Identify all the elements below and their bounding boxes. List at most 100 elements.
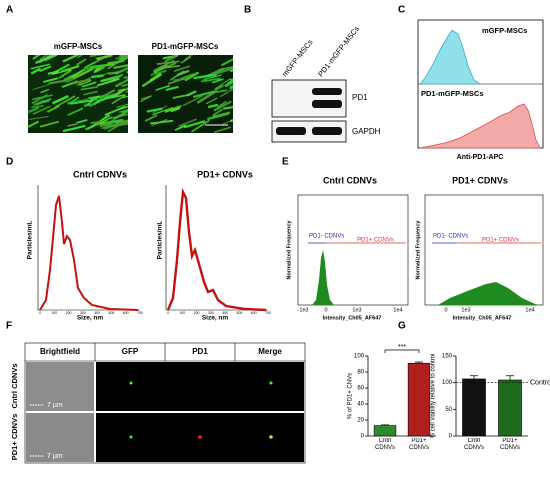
axis-label: Anti-PD1-APC — [457, 154, 504, 161]
cell — [70, 99, 94, 105]
category-label: PD1+ CDNVs — [409, 438, 429, 451]
cell — [44, 55, 59, 62]
cell — [108, 71, 119, 75]
panel-letter: D — [6, 157, 13, 168]
brightfield-image — [26, 413, 94, 462]
cell — [229, 85, 233, 89]
intensity-histogram — [312, 250, 334, 305]
size-distribution — [166, 187, 267, 312]
cell — [67, 96, 80, 105]
cell — [229, 119, 233, 123]
x-tick-label: 200 — [66, 311, 72, 315]
cell — [164, 55, 177, 63]
cell — [66, 99, 81, 104]
axis-label: Size, nm — [77, 315, 104, 322]
x-tick-label: Cntrl CDNVs — [463, 438, 484, 451]
cell — [47, 105, 60, 113]
vesicle — [269, 435, 273, 439]
scale-label: 7 µm — [47, 402, 63, 409]
significance-label: *** — [398, 344, 406, 351]
cell — [112, 88, 125, 99]
cell — [152, 106, 174, 116]
cell — [213, 66, 233, 75]
cell — [61, 67, 72, 73]
axis-label: % of PD1+ CNVs — [348, 373, 354, 419]
x-tick-label: 1e3 — [461, 307, 470, 313]
cell — [157, 64, 181, 70]
significance-bracket — [384, 349, 420, 353]
cell — [116, 103, 128, 108]
y-tick-label: 40 — [357, 402, 364, 408]
x-tick-label: 0 — [444, 307, 447, 313]
y-tick-label: 150 — [442, 354, 453, 360]
cell — [52, 95, 69, 105]
cell — [186, 90, 197, 97]
cell — [89, 55, 103, 58]
cell — [221, 58, 233, 67]
panel-letter: E — [282, 157, 289, 168]
cell — [39, 55, 48, 60]
cell — [40, 88, 50, 93]
gate-label: PD1- CDNVs — [433, 234, 468, 240]
cell — [99, 118, 124, 126]
cell — [47, 70, 60, 75]
x-tick-label: 500 — [237, 311, 243, 315]
cell — [173, 65, 191, 72]
cell — [84, 61, 95, 69]
cell — [90, 95, 100, 101]
cell — [215, 89, 228, 93]
y-tick-label: 20 — [357, 418, 364, 424]
cell — [83, 90, 98, 96]
plot-frame — [297, 194, 409, 306]
x-tick-label: PD1+ CDNVs — [499, 438, 520, 451]
cell — [93, 56, 105, 64]
cell — [62, 125, 86, 132]
cell — [76, 119, 88, 124]
cell — [174, 124, 187, 131]
error-bar — [470, 375, 478, 379]
cell — [63, 75, 74, 81]
cell — [170, 107, 181, 113]
brightfield-image — [26, 362, 94, 411]
plot-title: Cntrl CDNVs — [73, 169, 127, 179]
category-label: PD1+ CDNVs — [499, 438, 520, 451]
cell — [121, 109, 128, 114]
cell — [178, 118, 198, 127]
bar — [498, 379, 522, 437]
cell — [214, 78, 231, 90]
category-label: Cntrl CDNVs — [463, 438, 484, 451]
x-tick-label: 700 — [265, 311, 271, 315]
cell — [33, 99, 45, 106]
cell — [184, 55, 194, 61]
cell — [35, 55, 58, 64]
cell — [217, 101, 227, 108]
row-label: PD1 — [352, 93, 368, 102]
cell — [31, 94, 53, 101]
band — [276, 127, 306, 135]
cell — [58, 69, 72, 79]
gate-label: PD1+ CDNVs — [482, 238, 519, 244]
axis-label: Intensity_Ch05_AF647 — [323, 315, 382, 321]
cell — [146, 107, 163, 113]
cell — [79, 80, 92, 86]
cell — [203, 74, 222, 81]
cell — [155, 85, 170, 91]
row-label: PD1+ CDNVs — [10, 414, 19, 460]
cell — [107, 57, 125, 70]
column-header: Merge — [258, 347, 282, 356]
cell — [114, 66, 128, 75]
panel-letter: F — [6, 321, 12, 332]
band — [312, 88, 342, 95]
cell — [31, 105, 44, 108]
cell — [31, 67, 41, 75]
cell — [156, 60, 180, 65]
cell — [140, 95, 152, 100]
vesicle — [269, 381, 273, 385]
cell — [80, 86, 99, 91]
cell — [96, 119, 108, 126]
cell — [180, 56, 192, 64]
cell — [182, 94, 204, 107]
cell — [72, 67, 94, 80]
y-tick-label: 80 — [357, 370, 364, 376]
cell — [122, 55, 128, 61]
